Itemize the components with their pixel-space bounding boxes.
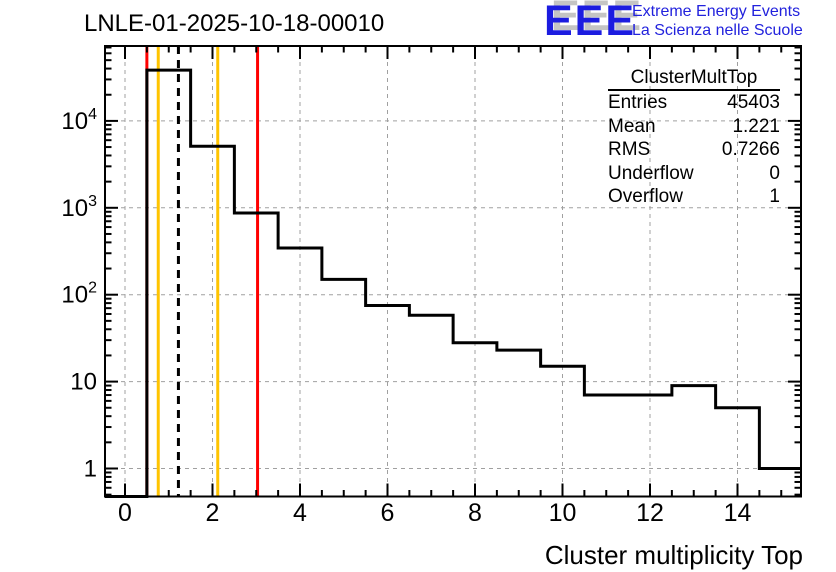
stats-value: 1: [769, 186, 780, 207]
stats-label: Entries: [608, 92, 668, 113]
y-tick-label: 103: [61, 193, 97, 222]
stats-label: Overflow: [608, 186, 683, 207]
y-tick-label: 1: [84, 456, 97, 483]
histogram-step-line: [105, 68, 801, 498]
stats-label: Mean: [608, 115, 656, 137]
eee-logo-line1: Extreme Energy Events: [632, 3, 801, 20]
stats-value: 0: [769, 162, 780, 184]
plot-title: LNLE-01-2025-10-18-00010: [84, 10, 385, 37]
stats-box: ClusterMultTop Entries 45403 Mean 1.221 …: [608, 68, 780, 209]
stats-row-underflow: Underflow 0: [608, 162, 780, 186]
stats-row-rms: RMS 0.7266: [608, 138, 780, 162]
eee-logo-line2: La Scienza nelle Scuole: [632, 22, 803, 39]
stats-box-title: ClusterMultTop: [630, 67, 758, 88]
x-axis-title: Cluster multiplicity Top: [544, 540, 803, 570]
eee-logo-text: Extreme Energy Events La Scienza nelle S…: [632, 2, 832, 40]
stats-label: RMS: [608, 139, 651, 160]
eee-logo-acronym: EEE: [544, 0, 637, 45]
stats-value: 1.221: [732, 115, 780, 137]
stats-separator: [608, 89, 780, 91]
y-tick-label: 104: [61, 106, 97, 135]
stats-value: 45403: [727, 92, 780, 113]
eee-logo: EEE Extreme Energy Events La Scienza nel…: [544, 0, 803, 46]
x-tick-label: 10: [549, 499, 577, 527]
x-tick-label: 12: [636, 499, 664, 527]
stats-row-entries: Entries 45403: [608, 91, 780, 115]
x-tick-label: 8: [468, 499, 482, 527]
y-tick-label: 10: [70, 369, 97, 396]
x-tick-label: 14: [724, 499, 752, 527]
x-tick-label: 2: [206, 499, 220, 527]
x-tick-label: 4: [293, 499, 307, 527]
stats-value: 0.7266: [721, 139, 780, 160]
y-tick-label: 102: [61, 280, 97, 309]
x-tick-label: 6: [381, 499, 395, 527]
x-tick-label: 0: [118, 499, 132, 527]
stats-row-overflow: Overflow 1: [608, 185, 780, 209]
stats-row-mean: Mean 1.221: [608, 115, 780, 139]
stats-label: Underflow: [608, 162, 694, 184]
